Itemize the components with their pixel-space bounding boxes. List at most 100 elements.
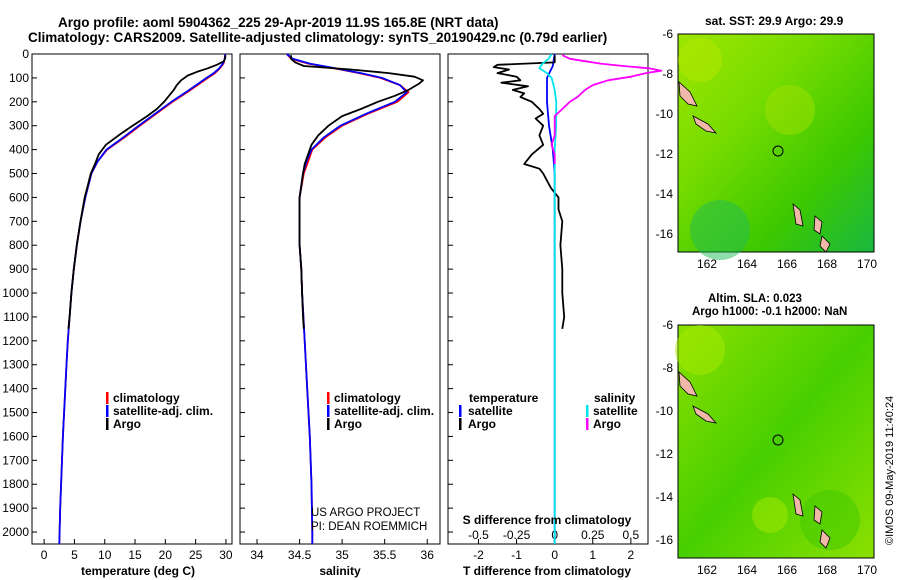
sla-high-patch bbox=[675, 325, 725, 375]
depth-tick-label: 1900 bbox=[2, 501, 29, 515]
legend-satellite-label: satellite-adj. clim. bbox=[334, 404, 434, 418]
series-line-temperature-argo bbox=[492, 55, 566, 330]
series-line-satellite-adj-clim- bbox=[58, 53, 227, 545]
s-tick-label: 0.25 bbox=[581, 528, 605, 542]
depth-tick-label: 700 bbox=[9, 214, 29, 228]
x-tick-label: 0 bbox=[41, 548, 48, 562]
x-tick-label: 36 bbox=[421, 548, 435, 562]
depth-tick-label: 900 bbox=[9, 262, 29, 276]
map-lat-label: -6 bbox=[662, 27, 673, 41]
legend-sal-argo-swatch bbox=[586, 418, 589, 430]
pi-note: PI: DEAN ROEMMICH bbox=[311, 521, 427, 533]
map-lat-label: -12 bbox=[656, 447, 674, 461]
sst-map-ticks: -6 -8 -10 -12 -14 -16 162 164 166 168 170 bbox=[656, 27, 878, 271]
series-line-satellite-adj-clim- bbox=[286, 53, 408, 544]
x-tick-label: 30 bbox=[219, 548, 233, 562]
island-shape bbox=[813, 215, 823, 235]
series-line-climatology bbox=[286, 53, 410, 544]
map-lon-label: 162 bbox=[697, 257, 717, 271]
map-lat-label: -6 bbox=[662, 318, 673, 332]
series-line-salinity-argo bbox=[550, 54, 663, 164]
salinity-series bbox=[286, 53, 424, 544]
sla-map-title1: Altim. SLA: 0.023 bbox=[708, 293, 802, 305]
map-lat-label: -14 bbox=[656, 187, 674, 201]
legend-satellite-label: satellite-adj. clim. bbox=[113, 404, 213, 418]
depth-tick-label: 300 bbox=[9, 119, 29, 133]
map-lon-label: 164 bbox=[737, 257, 757, 271]
salinity-panel-frame bbox=[239, 53, 441, 545]
x-tick-label: -2 bbox=[473, 548, 484, 562]
sla-map-ticks: -6 -8 -10 -12 -14 -16 162 164 166 168 170 bbox=[656, 318, 878, 577]
header-line2: Climatology: CARS2009. Satellite-adjuste… bbox=[28, 30, 607, 45]
sst-warm-patch bbox=[765, 85, 815, 135]
s-tick-label: 0.5 bbox=[623, 528, 640, 542]
x-tick-label: 35.5 bbox=[373, 548, 397, 562]
island-shape bbox=[678, 371, 698, 397]
sla-high-patch bbox=[752, 497, 788, 533]
map-lon-label: 166 bbox=[777, 257, 797, 271]
depth-tick-label: 1500 bbox=[2, 406, 29, 420]
temperature-panel-frame bbox=[31, 53, 233, 545]
map-lon-label: 170 bbox=[857, 257, 877, 271]
legend-argo-swatch bbox=[106, 418, 109, 430]
legend-temp-satellite-label: satellite bbox=[468, 404, 513, 418]
legend-satellite-swatch bbox=[327, 405, 330, 417]
legend-climatology-label: climatology bbox=[334, 391, 401, 405]
island-shape bbox=[692, 115, 718, 134]
legend-sal-argo-label: Argo bbox=[593, 417, 621, 431]
depth-tick-label: 800 bbox=[9, 238, 29, 252]
difference-axis: -2 -1 0 1 2-0.5 -0.25 0 0.25 0.5 bbox=[448, 53, 640, 562]
island-shape bbox=[792, 492, 804, 517]
difference-series bbox=[492, 53, 663, 544]
temperature-legend: climatology satellite-adj. clim. Argo bbox=[106, 391, 213, 431]
map-lat-label: -14 bbox=[656, 490, 674, 504]
header-line1: Argo profile: aoml 5904362_225 29-Apr-20… bbox=[58, 15, 498, 30]
depth-tick-label: 600 bbox=[9, 190, 29, 204]
argo-position-marker bbox=[772, 434, 784, 446]
legend-argo-label: Argo bbox=[334, 417, 362, 431]
map-lat-label: -12 bbox=[656, 147, 674, 161]
island-shape bbox=[819, 235, 831, 253]
salinity-axis: 34 34.5 35 35.5 36 bbox=[240, 53, 435, 562]
x-tick-label: 35 bbox=[335, 548, 349, 562]
map-lon-label: 168 bbox=[817, 563, 837, 577]
difference-legend: temperature salinity satellite Argo sate… bbox=[459, 391, 638, 431]
series-line-argo bbox=[67, 55, 227, 329]
depth-tick-label: 2000 bbox=[2, 525, 29, 539]
depth-axis: 0 100 200 300 400 500 600 700 800 900 1000 1100 1200… bbox=[2, 47, 29, 539]
map-lon-label: 166 bbox=[777, 563, 797, 577]
sst-map-title: sat. SST: 29.9 Argo: 29.9 bbox=[705, 14, 844, 28]
legend-climatology-swatch bbox=[327, 392, 330, 404]
legend-sal-satellite-swatch bbox=[586, 405, 589, 417]
x-tick-label: 34.5 bbox=[288, 548, 312, 562]
sla-low-patch bbox=[800, 490, 860, 550]
island-shape bbox=[819, 529, 831, 549]
salinity-xlabel: salinity bbox=[319, 564, 361, 578]
sst-cool-patch bbox=[690, 200, 750, 260]
legend-temp-argo-swatch bbox=[459, 418, 462, 430]
depth-tick-label: 1300 bbox=[2, 358, 29, 372]
sst-warm-patch bbox=[678, 38, 722, 82]
series-line-temperature-satellite bbox=[546, 53, 556, 544]
sst-map: sat. SST: 29.9 Argo: 29.9 -6-8-10-12-14-… bbox=[656, 14, 878, 271]
sla-map-title2: Argo h1000: -0.1 h2000: NaN bbox=[692, 306, 847, 318]
depth-tick-label: 400 bbox=[9, 143, 29, 157]
project-note: US ARGO PROJECT bbox=[311, 507, 420, 519]
difference-xlabel: T difference from climatology bbox=[463, 564, 631, 578]
temperature-axis: 0 5 10 15 20 25 30 bbox=[32, 53, 233, 562]
depth-tick-label: 0 bbox=[22, 47, 29, 61]
x-tick-label: 20 bbox=[159, 548, 173, 562]
island-shape bbox=[692, 405, 718, 424]
series-line-salinity-satellite bbox=[538, 53, 558, 544]
legend-temp-satellite-swatch bbox=[459, 405, 462, 417]
salinity-legend: climatology satellite-adj. clim. Argo US… bbox=[311, 391, 434, 533]
depth-tick-label: 500 bbox=[9, 167, 29, 181]
depth-tick-label: 1100 bbox=[3, 310, 29, 324]
map-lon-label: 168 bbox=[817, 257, 837, 271]
depth-tick-label: 1000 bbox=[2, 286, 29, 300]
map-lat-label: -8 bbox=[662, 67, 673, 81]
x-tick-label: 10 bbox=[98, 548, 112, 562]
map-lat-label: -10 bbox=[656, 404, 674, 418]
s-tick-label: -0.5 bbox=[468, 528, 489, 542]
